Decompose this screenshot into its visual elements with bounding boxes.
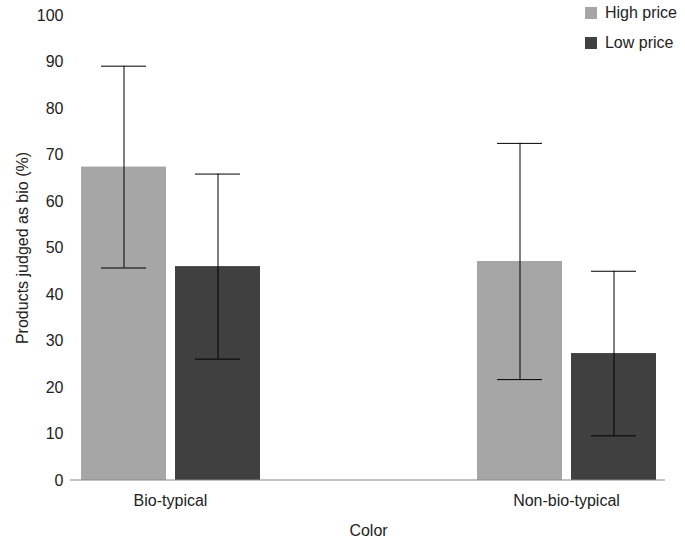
- svg-text:Color: Color: [349, 522, 388, 539]
- svg-text:100: 100: [37, 7, 64, 24]
- html-text:Low price: Low price: [605, 34, 674, 51]
- html-text:High price: High price: [605, 4, 677, 21]
- svg-text:20: 20: [46, 379, 64, 396]
- svg-text:50: 50: [46, 239, 64, 256]
- svg-text:40: 40: [46, 286, 64, 303]
- svg-text:10: 10: [46, 425, 64, 442]
- svg-text:Non-bio-typical: Non-bio-typical: [513, 492, 620, 509]
- svg-text:0: 0: [55, 472, 64, 489]
- svg-text:90: 90: [46, 53, 64, 70]
- svg-text:80: 80: [46, 100, 64, 117]
- svg-text:Bio-typical: Bio-typical: [134, 492, 208, 509]
- svg-text:Products judged as bio (%): Products judged as bio (%): [14, 152, 31, 344]
- svg-text:60: 60: [46, 193, 64, 210]
- svg-text:30: 30: [46, 332, 64, 349]
- svg-text:70: 70: [46, 146, 64, 163]
